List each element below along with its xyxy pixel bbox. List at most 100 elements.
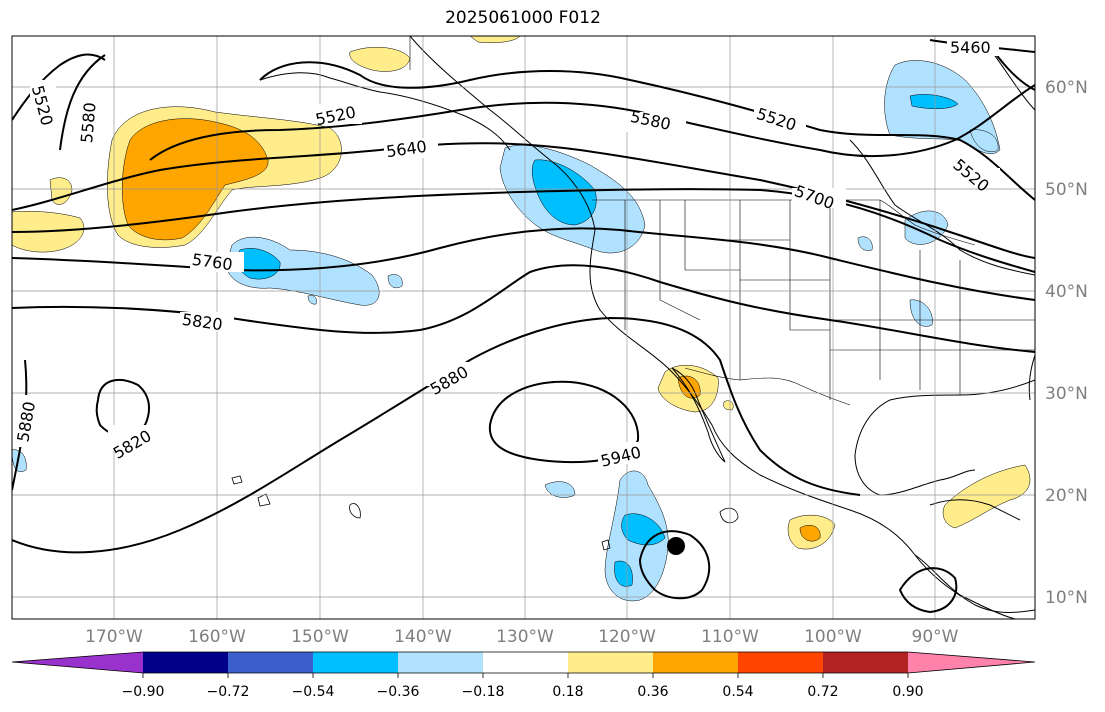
contour-label-bg — [425, 362, 479, 386]
contour-label-bg — [792, 188, 846, 208]
anomaly-strong-negative-canada — [909, 94, 959, 109]
colorbar: −0.90 −0.72 −0.54 −0.36 −0.18 0.18 0.36 … — [11, 651, 1036, 700]
state-line-3 — [684, 200, 740, 271]
map-area: 5460 5520 5520 5520 5520 5580 5580 5640 … — [12, 36, 1035, 619]
colorbar-tick-label: −0.90 — [122, 684, 165, 700]
lon-label: 170°W — [85, 627, 143, 647]
contour-5700 — [12, 188, 1035, 273]
central-america — [914, 554, 1016, 619]
anomaly-positive-small-mx — [723, 400, 734, 411]
lon-label: 100°W — [804, 627, 862, 647]
colorbar-tick-label: 0.54 — [722, 684, 753, 700]
contour-label-bg — [12, 395, 38, 447]
colorbar-tick-label: −0.54 — [292, 684, 335, 700]
contour-label-bg — [108, 425, 162, 449]
anomaly-negative-great-lakes — [904, 210, 949, 245]
colorbar-segment — [228, 652, 314, 673]
contour-5940 — [488, 380, 640, 464]
hawaii-island-2 — [231, 475, 243, 485]
anomaly-shading — [12, 36, 1031, 602]
lon-label: 140°W — [394, 627, 452, 647]
colorbar-segment — [653, 652, 739, 673]
colorbar-segment — [143, 652, 229, 673]
baja-peninsula — [671, 367, 726, 463]
contour-label-bg — [76, 95, 100, 147]
contour-label-bg — [30, 80, 56, 134]
contour-5640 — [12, 142, 1035, 259]
lon-label: 160°W — [188, 627, 246, 647]
anomaly-positive-west-2 — [49, 177, 73, 205]
colorbar-ticks — [142, 673, 909, 678]
colorbar-segment — [313, 652, 399, 673]
us-canada-border — [592, 199, 976, 246]
revillagigedo — [719, 507, 739, 524]
us-mexico-border — [684, 367, 851, 406]
lat-label: 50°N — [1045, 180, 1088, 200]
contour-label: 5580 — [77, 102, 99, 144]
colorbar-segment — [483, 652, 569, 673]
contour-east-loop — [898, 567, 958, 614]
lat-label: 30°N — [1045, 384, 1088, 404]
contour-label: 5460 — [950, 38, 991, 57]
anomaly-strong-negative-bc — [531, 159, 597, 226]
contour-label-bg — [384, 138, 438, 158]
florida — [1028, 354, 1035, 401]
colorbar-tick-label: −0.18 — [462, 684, 505, 700]
anomaly-negative-small — [387, 274, 403, 289]
state-line-5 — [789, 200, 830, 331]
anomaly-negative-midwest — [857, 236, 873, 251]
colorbar-segment — [568, 652, 654, 673]
colorbar-tick-label: 0.72 — [807, 684, 838, 700]
contour-label-bg — [948, 168, 1000, 188]
hudson-bay — [849, 139, 1035, 276]
lat-label: 40°N — [1045, 282, 1088, 302]
contour-label-bg — [598, 442, 652, 464]
colorbar-extend-high — [908, 652, 1035, 673]
colorbar-segment — [398, 652, 484, 673]
contour-label-bg — [947, 36, 999, 56]
contour-label-bg — [626, 112, 686, 132]
contour-5580-a — [59, 54, 106, 151]
colorbar-tick-label: 0.36 — [637, 684, 668, 700]
contour-5580-b — [149, 84, 1035, 161]
anomaly-positive-aleutian — [349, 47, 411, 72]
lat-label: 20°N — [1045, 486, 1088, 506]
contour-tropical-loop — [638, 530, 711, 600]
alaska-coast — [259, 72, 511, 151]
colorbar-extend-low — [12, 652, 143, 673]
contour-5520-b — [259, 61, 1035, 201]
colorbar-segment — [823, 652, 909, 673]
contour-label-bg — [190, 252, 244, 272]
island-small-2 — [601, 539, 611, 551]
island-small-1 — [349, 503, 361, 519]
longitude-labels: 170°W 160°W 150°W 140°W 130°W 120°W 110°… — [85, 627, 959, 647]
lat-label: 60°N — [1045, 78, 1088, 98]
contour-label-bg — [754, 110, 806, 130]
north-america-west-coast — [409, 36, 1035, 613]
anomaly-orange-mexico-coast — [799, 525, 821, 542]
anomaly-negative-hawaii — [12, 449, 27, 473]
map-frame — [11, 35, 1036, 620]
height-contours — [12, 39, 1035, 614]
contour-label-bg — [312, 104, 362, 124]
colorbar-tick-label: 0.90 — [892, 684, 923, 700]
cuba — [929, 499, 1021, 521]
colorbar-tick-label: −0.36 — [377, 684, 420, 700]
anomaly-strong-negative-tropical-2 — [614, 560, 633, 587]
contour-label-bg — [180, 312, 234, 332]
colorbar-segment — [738, 652, 824, 673]
lon-label: 150°W — [291, 627, 349, 647]
lon-label: 110°W — [701, 627, 759, 647]
contour-label-group: 5460 5520 5520 5520 5520 5580 5580 5640 … — [12, 36, 1000, 471]
colorbar-tick-label: −0.72 — [207, 684, 250, 700]
lon-label: 90°W — [912, 627, 959, 647]
lon-label: 130°W — [496, 627, 554, 647]
contour-5520-a — [12, 53, 106, 121]
map-title: 2025061000 F012 — [445, 8, 601, 28]
lon-label: 120°W — [598, 627, 656, 647]
lat-label: 10°N — [1045, 588, 1088, 608]
coastlines — [259, 36, 1035, 619]
political-borders — [409, 36, 1035, 406]
anomaly-negative-canada-2 — [969, 129, 999, 153]
